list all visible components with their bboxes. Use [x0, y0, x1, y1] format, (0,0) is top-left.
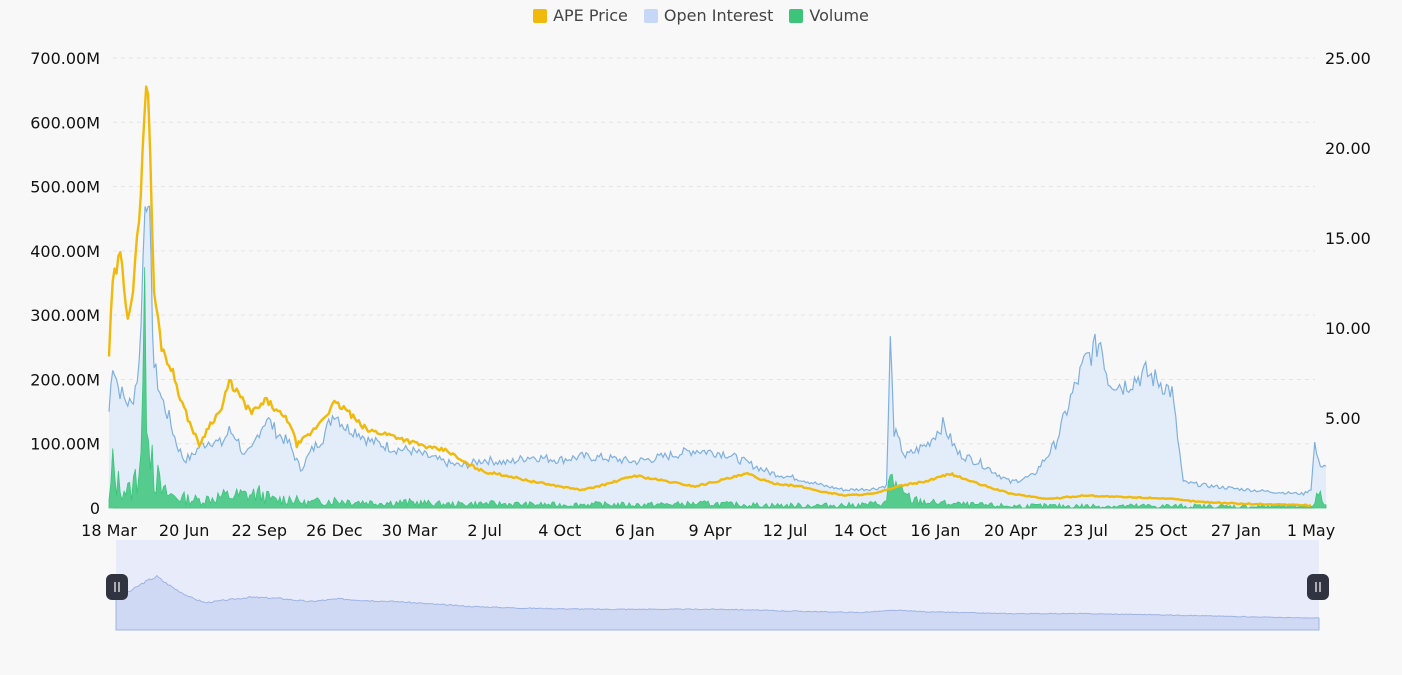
left-tick-label: 700.00M: [30, 49, 100, 68]
x-tick-label: 2 Jul: [467, 521, 502, 540]
legend-item-open-interest[interactable]: Open Interest: [643, 6, 774, 25]
right-tick-label: 10.00: [1325, 319, 1371, 338]
left-tick-label: 500.00M: [30, 178, 100, 197]
left-tick-label: 200.00M: [30, 370, 100, 389]
legend-item-volume[interactable]: Volume: [789, 6, 869, 25]
legend-swatch-open-interest: [643, 8, 658, 23]
legend-label-open-interest: Open Interest: [663, 6, 774, 25]
right-axis-ticks: 5.00 10.00 15.00 20.00 25.00: [1325, 49, 1371, 428]
series-layer: [107, 85, 1327, 510]
x-tick-label: 6 Jan: [615, 521, 655, 540]
left-tick-label: 300.00M: [30, 306, 100, 325]
navigator-handle-body: [1307, 574, 1329, 600]
range-navigator[interactable]: [106, 540, 1329, 631]
legend-swatch-ape-price: [533, 8, 548, 23]
x-tick-label: 25 Oct: [1134, 521, 1187, 540]
navigator-handle-body: [106, 574, 128, 600]
right-tick-label: 5.00: [1325, 409, 1361, 428]
series-area-volume: [108, 267, 1327, 510]
navigator-handle-left[interactable]: [106, 574, 128, 600]
x-tick-label: 18 Mar: [81, 521, 137, 540]
series-line-ape-price: [107, 85, 1312, 507]
x-axis-ticks: 18 Mar 20 Jun 22 Sep 26 Dec 30 Mar 2 Jul 4 Oct…: [81, 521, 1335, 540]
x-tick-label: 20 Apr: [984, 521, 1038, 540]
legend-label-volume: Volume: [809, 6, 869, 25]
x-tick-label: 16 Jan: [910, 521, 960, 540]
series-area-open-interest: [109, 206, 1327, 508]
right-tick-label: 25.00: [1325, 49, 1371, 68]
x-tick-label: 14 Oct: [834, 521, 887, 540]
x-tick-label: 9 Apr: [689, 521, 732, 540]
left-tick-label: 0: [90, 499, 100, 518]
x-tick-label: 4 Oct: [538, 521, 581, 540]
x-tick-label: 20 Jun: [159, 521, 209, 540]
right-tick-label: 20.00: [1325, 139, 1371, 158]
x-tick-label: 30 Mar: [382, 521, 438, 540]
left-tick-label: 100.00M: [30, 435, 100, 454]
legend-label-ape-price: APE Price: [553, 6, 628, 25]
x-tick-label: 27 Jan: [1211, 521, 1261, 540]
legend-swatch-volume: [789, 8, 804, 23]
x-tick-label: 12 Jul: [763, 521, 808, 540]
navigator-area: [115, 574, 1320, 631]
x-tick-label: 26 Dec: [306, 521, 362, 540]
legend-item-ape-price[interactable]: APE Price: [533, 6, 628, 25]
x-tick-label: 1 May: [1287, 521, 1335, 540]
series-line-open-interest: [108, 205, 1327, 496]
right-tick-label: 15.00: [1325, 229, 1371, 248]
left-axis-ticks: 0 100.00M 200.00M 300.00M 400.00M 500.00M 600.…: [30, 49, 100, 518]
chart-legend: APE Price Open Interest Volume: [0, 6, 1402, 25]
x-tick-label: 22 Sep: [231, 521, 287, 540]
navigator-handle-right[interactable]: [1307, 574, 1329, 600]
x-tick-label: 23 Jul: [1063, 521, 1108, 540]
left-tick-label: 600.00M: [30, 113, 100, 132]
left-tick-label: 400.00M: [30, 242, 100, 261]
